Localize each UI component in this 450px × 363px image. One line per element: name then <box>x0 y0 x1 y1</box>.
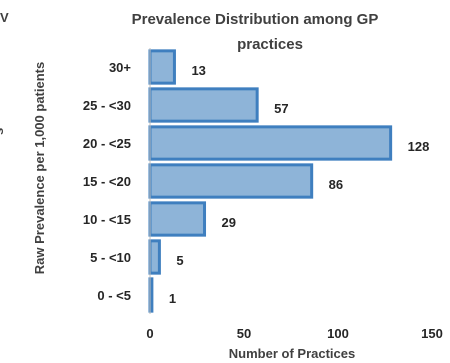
bar <box>148 163 314 199</box>
bar <box>148 87 259 123</box>
data-label: 57 <box>274 101 288 116</box>
bar <box>148 125 393 161</box>
x-tick-label: 0 <box>146 326 153 341</box>
data-label: 128 <box>408 139 430 154</box>
y-tick-label: 30+ <box>109 60 131 75</box>
data-label: 86 <box>329 177 343 192</box>
bars <box>148 49 393 313</box>
y-tick-label: 5 - <10 <box>90 250 131 265</box>
data-labels: 1 5 29 86 128 57 13 <box>169 63 429 306</box>
x-tick-label: 100 <box>327 326 349 341</box>
x-tick-labels: 0 50 100 150 <box>146 326 442 341</box>
bar <box>148 49 176 85</box>
cropped-fragment-left-edge: s <box>0 128 6 135</box>
y-axis-label: Raw Prevalence per 1,000 patients <box>32 62 47 274</box>
x-tick-label: 50 <box>237 326 251 341</box>
data-label: 1 <box>169 291 176 306</box>
data-label: 13 <box>191 63 205 78</box>
y-tick-label: 10 - <15 <box>83 212 131 227</box>
chart-title-line-2: practices <box>237 36 303 53</box>
y-tick-label: 15 - <20 <box>83 174 131 189</box>
data-label: 5 <box>176 253 183 268</box>
x-axis-label: Number of Practices <box>229 346 355 361</box>
bar <box>148 201 207 237</box>
data-label: 29 <box>222 215 236 230</box>
y-tick-label: 20 - <25 <box>83 136 131 151</box>
cropped-fragment-top-left: V <box>0 10 9 25</box>
y-tick-label: 25 - <30 <box>83 98 131 113</box>
y-tick-labels: 0 - <5 5 - <10 10 - <15 15 - <20 20 - <25 25 … <box>83 60 131 303</box>
bar <box>148 239 161 275</box>
y-tick-label: 0 - <5 <box>97 288 131 303</box>
chart-title-line-1: Prevalence Distribution among GP <box>132 11 379 28</box>
x-tick-label: 150 <box>421 326 443 341</box>
